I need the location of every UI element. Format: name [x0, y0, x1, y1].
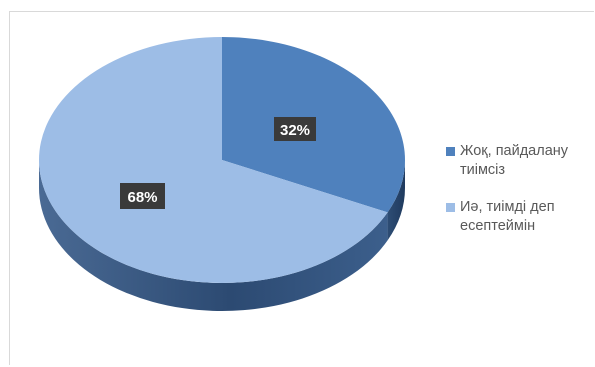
legend-swatch-1 — [446, 147, 455, 156]
legend-swatch-2 — [446, 203, 455, 212]
legend-label-2-line2: есептеймін — [460, 218, 536, 234]
pie-slice-side-2 — [39, 160, 388, 311]
legend-label-2-line1: Иә, тиімді деп — [460, 199, 555, 215]
pie-slice-2 — [38, 37, 388, 283]
data-label-2: 68% — [120, 183, 165, 209]
legend-item-2: Иә, тиімді деп есептеймін — [446, 198, 592, 236]
legend: Жоқ, пайдалану тиімсіз Иә, тиімді деп ес… — [446, 142, 592, 254]
svg-text:68%: 68% — [127, 189, 157, 206]
pie-slice-side-1 — [387, 160, 405, 241]
legend-item-1: Жоқ, пайдалану тиімсіз — [446, 142, 592, 180]
data-label-1: 32% — [274, 117, 316, 141]
svg-text:32%: 32% — [280, 122, 310, 139]
legend-label-1-line2: тиімсіз — [460, 162, 506, 178]
legend-label-1-line1: Жоқ, пайдалану — [460, 143, 569, 159]
